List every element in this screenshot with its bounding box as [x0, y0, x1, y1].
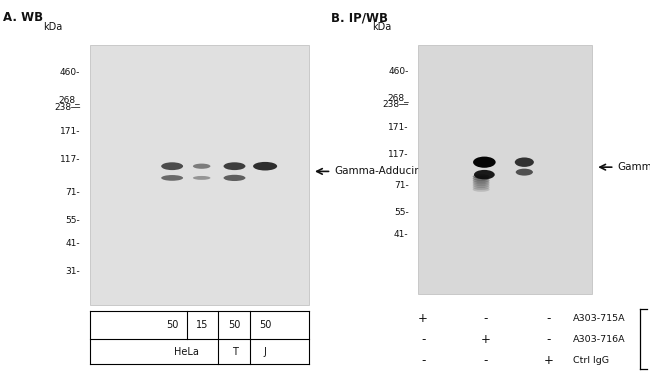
Text: 71-: 71-	[394, 181, 409, 190]
Text: -: -	[547, 333, 551, 346]
Text: A303-716A: A303-716A	[573, 335, 625, 344]
Text: 55-: 55-	[66, 216, 81, 225]
Text: 117-: 117-	[388, 150, 409, 159]
Text: A303-715A: A303-715A	[573, 314, 625, 323]
Text: -: -	[421, 333, 425, 346]
Ellipse shape	[473, 187, 489, 192]
Ellipse shape	[473, 182, 489, 186]
Text: 50: 50	[259, 320, 271, 330]
Text: 268_: 268_	[58, 95, 81, 104]
Ellipse shape	[473, 174, 489, 179]
Text: 460-: 460-	[388, 67, 409, 76]
Text: T: T	[231, 346, 237, 357]
Text: 15: 15	[196, 320, 208, 330]
Ellipse shape	[515, 158, 534, 167]
Text: 50: 50	[228, 320, 240, 330]
Text: 55-: 55-	[394, 208, 409, 217]
Ellipse shape	[224, 175, 246, 181]
Text: 171-: 171-	[388, 123, 409, 132]
Text: +: +	[543, 354, 554, 366]
Text: 460-: 460-	[60, 68, 81, 77]
Ellipse shape	[473, 176, 489, 181]
Ellipse shape	[473, 156, 496, 168]
Text: +: +	[418, 312, 428, 325]
Text: -: -	[421, 354, 425, 366]
Ellipse shape	[473, 185, 489, 190]
Text: Gamma-Adducin: Gamma-Adducin	[618, 162, 650, 172]
Ellipse shape	[474, 170, 495, 179]
Bar	[419, 45, 592, 294]
Text: HeLa: HeLa	[174, 346, 200, 357]
Ellipse shape	[161, 175, 183, 181]
Text: -: -	[484, 354, 488, 366]
Text: 171-: 171-	[60, 127, 81, 136]
Text: 50: 50	[166, 320, 178, 330]
Text: 71-: 71-	[66, 188, 81, 197]
Text: Ctrl IgG: Ctrl IgG	[573, 356, 609, 365]
Text: 41-: 41-	[66, 239, 81, 248]
Ellipse shape	[473, 180, 489, 184]
Ellipse shape	[161, 162, 183, 170]
Text: 268_: 268_	[387, 93, 409, 102]
Text: J: J	[264, 346, 266, 357]
Text: -: -	[484, 312, 488, 325]
Text: 31-: 31-	[66, 267, 81, 276]
Text: A. WB: A. WB	[3, 11, 44, 24]
Ellipse shape	[473, 178, 489, 182]
Ellipse shape	[193, 176, 211, 180]
Text: +: +	[481, 333, 491, 346]
Text: 41-: 41-	[394, 230, 409, 239]
Ellipse shape	[193, 164, 211, 169]
Text: 238―: 238―	[55, 103, 81, 112]
Bar	[90, 45, 309, 305]
Ellipse shape	[473, 184, 489, 188]
Text: kDa: kDa	[372, 22, 391, 32]
Text: B. IP/WB: B. IP/WB	[332, 11, 389, 24]
Ellipse shape	[224, 162, 246, 170]
Ellipse shape	[515, 169, 533, 176]
Text: -: -	[547, 312, 551, 325]
Ellipse shape	[253, 162, 277, 170]
Text: 238―: 238―	[383, 100, 409, 109]
Text: kDa: kDa	[44, 22, 63, 32]
Text: Gamma-Adducin: Gamma-Adducin	[335, 166, 421, 176]
Text: 117-: 117-	[60, 155, 81, 164]
